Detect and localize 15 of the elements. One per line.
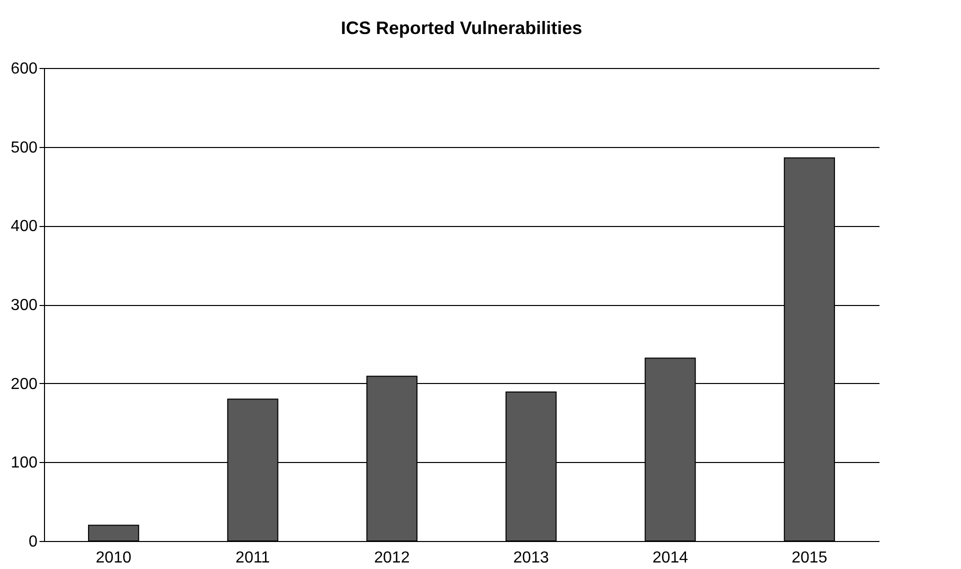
y-tick-label: 500 <box>10 139 38 156</box>
x-tick-label: 2014 <box>652 550 688 566</box>
x-tick-label: 2011 <box>236 550 270 566</box>
x-tick-label: 2010 <box>96 550 132 566</box>
y-tick-label: 300 <box>10 297 38 314</box>
chart-title: ICS Reported Vulnerabilities <box>340 18 582 38</box>
x-tick-label: 2012 <box>374 550 410 566</box>
x-tick-label: 2015 <box>792 550 828 566</box>
y-tick-label: 400 <box>10 218 38 236</box>
y-tick-label: 100 <box>10 454 38 472</box>
y-tick-label: 600 <box>10 60 38 78</box>
x-tick-label: 2013 <box>513 550 549 566</box>
y-tick-label: 0 <box>28 534 38 550</box>
bar <box>88 524 140 542</box>
y-tick-label: 200 <box>10 376 38 393</box>
